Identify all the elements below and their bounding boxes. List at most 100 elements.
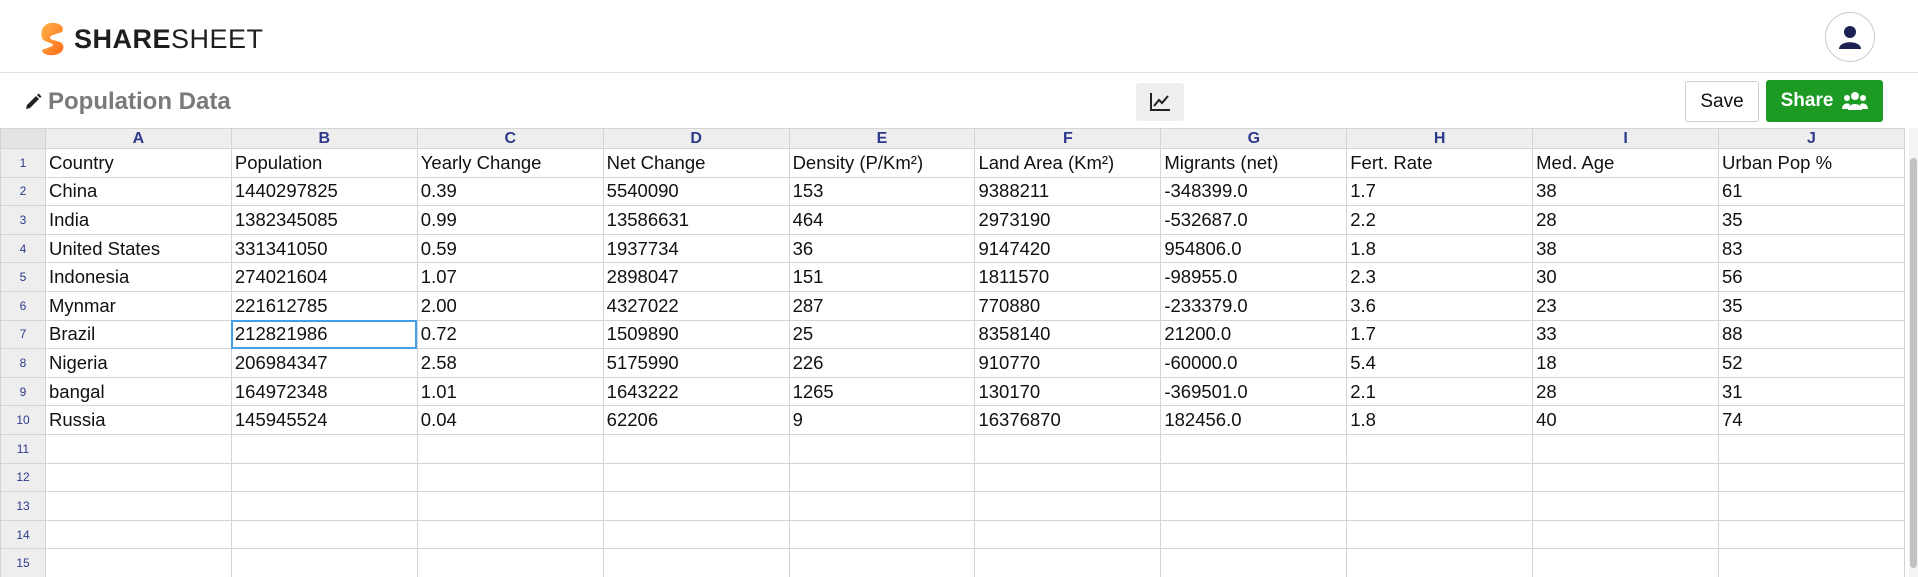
cell-f2[interactable]: 9388211 — [974, 176, 1162, 207]
row-header[interactable]: 7 — [0, 319, 46, 350]
cell-a12[interactable] — [45, 462, 232, 493]
cell-i9[interactable]: 28 — [1532, 376, 1720, 407]
cell-h10[interactable]: 1.8 — [1346, 405, 1534, 435]
chart-button[interactable] — [1136, 83, 1184, 121]
cell-c6[interactable]: 2.00 — [416, 290, 604, 321]
cell-b3[interactable]: 1382345085 — [230, 205, 418, 235]
column-header-c[interactable]: C — [416, 128, 604, 149]
cell-g14[interactable] — [1160, 519, 1348, 550]
cell-a10[interactable]: Russia — [45, 405, 232, 435]
cell-g12[interactable] — [1160, 462, 1348, 493]
cell-b6[interactable]: 221612785 — [230, 290, 418, 321]
cell-g1[interactable]: Migrants (net) — [1160, 148, 1348, 178]
cell-b15[interactable] — [230, 548, 418, 577]
row-header[interactable]: 1 — [0, 148, 46, 178]
row-header[interactable]: 12 — [0, 462, 46, 493]
cell-h4[interactable]: 1.8 — [1346, 233, 1534, 264]
cell-f8[interactable]: 910770 — [974, 348, 1162, 378]
row-header[interactable]: 2 — [0, 176, 46, 207]
cell-b14[interactable] — [230, 519, 418, 550]
cell-c14[interactable] — [416, 519, 604, 550]
cell-i13[interactable] — [1532, 491, 1720, 521]
cell-j13[interactable] — [1718, 491, 1905, 521]
cell-d12[interactable] — [602, 462, 790, 493]
cell-f11[interactable] — [974, 433, 1162, 464]
cell-e12[interactable] — [788, 462, 976, 493]
cell-j8[interactable]: 52 — [1718, 348, 1905, 378]
cell-c15[interactable] — [416, 548, 604, 577]
cell-d15[interactable] — [602, 548, 790, 577]
cell-a5[interactable]: Indonesia — [45, 262, 232, 292]
cell-h11[interactable] — [1346, 433, 1534, 464]
row-header[interactable]: 15 — [0, 548, 46, 577]
cell-a13[interactable] — [45, 491, 232, 521]
cell-e13[interactable] — [788, 491, 976, 521]
cell-d5[interactable]: 2898047 — [602, 262, 790, 292]
cell-e15[interactable] — [788, 548, 976, 577]
cell-e8[interactable]: 226 — [788, 348, 976, 378]
cell-e1[interactable]: Density (P/Km²) — [788, 148, 976, 178]
cell-a4[interactable]: United States — [45, 233, 232, 264]
cell-c4[interactable]: 0.59 — [416, 233, 604, 264]
cell-e9[interactable]: 1265 — [788, 376, 976, 407]
column-header-e[interactable]: E — [788, 128, 976, 149]
cell-j6[interactable]: 35 — [1718, 290, 1905, 321]
row-header[interactable]: 11 — [0, 433, 46, 464]
cell-i7[interactable]: 33 — [1532, 319, 1720, 350]
cell-i14[interactable] — [1532, 519, 1720, 550]
cell-j9[interactable]: 31 — [1718, 376, 1905, 407]
cell-f1[interactable]: Land Area (Km²) — [974, 148, 1162, 178]
cell-j3[interactable]: 35 — [1718, 205, 1905, 235]
cell-e5[interactable]: 151 — [788, 262, 976, 292]
cell-a15[interactable] — [45, 548, 232, 577]
cell-j10[interactable]: 74 — [1718, 405, 1905, 435]
cell-d9[interactable]: 1643222 — [602, 376, 790, 407]
document-title[interactable]: Population Data — [24, 88, 231, 116]
column-header-a[interactable]: A — [45, 128, 232, 149]
cell-f5[interactable]: 1811570 — [974, 262, 1162, 292]
cell-c3[interactable]: 0.99 — [416, 205, 604, 235]
row-header[interactable]: 4 — [0, 233, 46, 264]
save-button[interactable]: Save — [1685, 81, 1759, 122]
cell-h6[interactable]: 3.6 — [1346, 290, 1534, 321]
row-header[interactable]: 6 — [0, 290, 46, 321]
column-header-d[interactable]: D — [602, 128, 790, 149]
cell-d4[interactable]: 1937734 — [602, 233, 790, 264]
cell-e14[interactable] — [788, 519, 976, 550]
cell-h1[interactable]: Fert. Rate — [1346, 148, 1534, 178]
cell-g4[interactable]: 954806.0 — [1160, 233, 1348, 264]
cell-i8[interactable]: 18 — [1532, 348, 1720, 378]
cell-a6[interactable]: Mynmar — [45, 290, 232, 321]
cell-a3[interactable]: India — [45, 205, 232, 235]
cell-d7[interactable]: 1509890 — [602, 319, 790, 350]
cell-e3[interactable]: 464 — [788, 205, 976, 235]
cell-f4[interactable]: 9147420 — [974, 233, 1162, 264]
cell-b9[interactable]: 164972348 — [230, 376, 418, 407]
cell-i1[interactable]: Med. Age — [1532, 148, 1720, 178]
cell-g7[interactable]: 21200.0 — [1160, 319, 1348, 350]
cell-j2[interactable]: 61 — [1718, 176, 1905, 207]
cell-f12[interactable] — [974, 462, 1162, 493]
cell-g5[interactable]: -98955.0 — [1160, 262, 1348, 292]
cell-j15[interactable] — [1718, 548, 1905, 577]
cell-e10[interactable]: 9 — [788, 405, 976, 435]
row-header[interactable]: 10 — [0, 405, 46, 435]
cell-c12[interactable] — [416, 462, 604, 493]
cell-h9[interactable]: 2.1 — [1346, 376, 1534, 407]
cell-b4[interactable]: 331341050 — [230, 233, 418, 264]
cell-d6[interactable]: 4327022 — [602, 290, 790, 321]
cell-c9[interactable]: 1.01 — [416, 376, 604, 407]
cell-i3[interactable]: 28 — [1532, 205, 1720, 235]
cell-d10[interactable]: 62206 — [602, 405, 790, 435]
column-header-h[interactable]: H — [1346, 128, 1534, 149]
cell-j1[interactable]: Urban Pop % — [1718, 148, 1905, 178]
cell-c5[interactable]: 1.07 — [416, 262, 604, 292]
cell-f14[interactable] — [974, 519, 1162, 550]
share-button[interactable]: Share — [1766, 80, 1883, 122]
cell-j7[interactable]: 88 — [1718, 319, 1905, 350]
cell-c7[interactable]: 0.72 — [416, 319, 604, 350]
cell-f3[interactable]: 2973190 — [974, 205, 1162, 235]
cell-d8[interactable]: 5175990 — [602, 348, 790, 378]
cell-e6[interactable]: 287 — [788, 290, 976, 321]
cell-d11[interactable] — [602, 433, 790, 464]
